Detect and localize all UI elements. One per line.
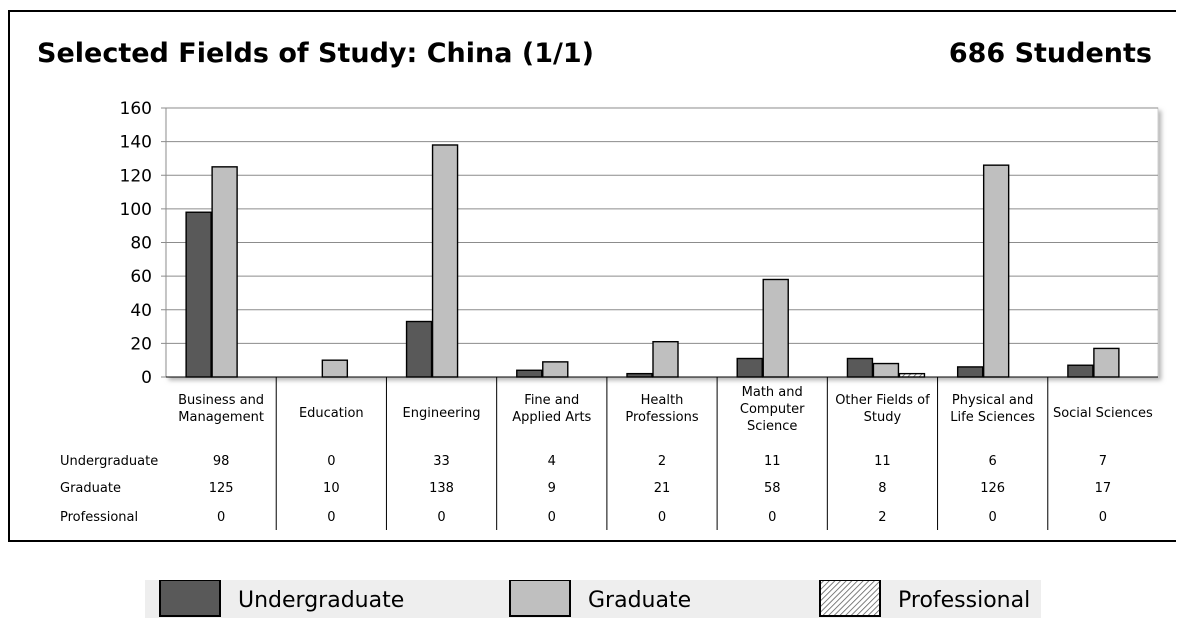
category-label: Fine and xyxy=(524,393,579,408)
legend-label: Undergraduate xyxy=(238,588,404,613)
bar xyxy=(405,320,433,378)
bar xyxy=(652,340,679,378)
table-cell: 21 xyxy=(654,481,671,496)
category-label: Study xyxy=(864,410,902,425)
y-tick-label: 60 xyxy=(130,267,152,287)
category-label: Science xyxy=(747,419,797,434)
table-cell: 11 xyxy=(874,454,891,469)
legend-label: Graduate xyxy=(588,588,691,613)
category-label: Applied Arts xyxy=(512,410,591,425)
table-cell: 0 xyxy=(989,510,997,525)
table-cell: 10 xyxy=(323,481,340,496)
table-cell: 58 xyxy=(764,481,781,496)
table-cell: 6 xyxy=(989,454,997,469)
category-label: Professions xyxy=(625,410,699,425)
student-count: 686 Students xyxy=(948,38,1152,69)
y-tick-label: 20 xyxy=(130,334,152,354)
table-cell: 98 xyxy=(213,454,230,469)
bar xyxy=(762,278,789,378)
table-cell: 11 xyxy=(764,454,781,469)
bar xyxy=(1067,364,1094,378)
category-label: Education xyxy=(299,406,364,421)
bar xyxy=(898,372,926,378)
table-cell: 0 xyxy=(217,510,225,525)
category-label: Math and xyxy=(742,385,803,400)
bars xyxy=(166,144,1158,378)
bar xyxy=(736,357,763,378)
chart-frame xyxy=(8,10,1176,542)
category-label: Engineering xyxy=(403,406,481,421)
y-tick-label: 140 xyxy=(120,133,152,153)
table-cell: 0 xyxy=(327,510,335,525)
category-label: Other Fields of xyxy=(835,393,930,408)
table-cell: 0 xyxy=(548,510,556,525)
bar xyxy=(846,357,874,378)
table-cell: 0 xyxy=(437,510,445,525)
legend-swatch xyxy=(159,580,221,617)
bar xyxy=(321,359,349,378)
table-cell: 138 xyxy=(429,481,454,496)
y-tick-label: 160 xyxy=(120,99,152,119)
table-cell: 7 xyxy=(1099,454,1107,469)
y-axis: 0 20 40 60 80 100 120 140 160 xyxy=(120,99,167,388)
table-cell: 0 xyxy=(327,454,335,469)
table-cell: 4 xyxy=(548,454,556,469)
table-cell: 125 xyxy=(209,481,234,496)
bar xyxy=(211,166,238,378)
legend-swatch xyxy=(509,580,571,617)
table-cell: 2 xyxy=(878,510,886,525)
bar xyxy=(431,144,459,378)
legend-label: Professional xyxy=(898,588,1030,613)
category-label: Management xyxy=(178,410,264,425)
y-tick-label: 80 xyxy=(130,234,152,254)
table-cell: 8 xyxy=(878,481,886,496)
table-cell: 17 xyxy=(1095,481,1112,496)
y-tick-label: 0 xyxy=(141,368,152,388)
table-row-label: Professional xyxy=(60,510,138,525)
y-tick-label: 40 xyxy=(130,301,152,321)
category-label: Computer xyxy=(740,402,805,417)
category-labels: Business and Management Education Engineeri… xyxy=(178,385,1153,434)
table-cell: 33 xyxy=(433,454,450,469)
table-row-label: Undergraduate xyxy=(60,454,158,469)
table-cell: 9 xyxy=(548,481,556,496)
bar xyxy=(185,211,212,378)
y-tick-label: 120 xyxy=(120,166,152,186)
legend: Undergraduate Graduate Professional xyxy=(145,580,1041,618)
bar xyxy=(1093,347,1120,378)
category-label: Health xyxy=(641,393,684,408)
table-cell: 126 xyxy=(980,481,1005,496)
bar xyxy=(982,164,1010,378)
bar xyxy=(956,366,984,378)
table-row-label: Graduate xyxy=(60,481,121,496)
bar xyxy=(872,362,900,378)
category-label: Social Sciences xyxy=(1053,406,1153,421)
table-cell: 2 xyxy=(658,454,666,469)
y-tick-label: 100 xyxy=(120,200,152,220)
table-cell: 0 xyxy=(768,510,776,525)
category-label: Business and xyxy=(178,393,264,408)
bar xyxy=(542,361,569,378)
chart-title: Selected Fields of Study: China (1/1) xyxy=(37,38,594,69)
table-cell: 0 xyxy=(1099,510,1107,525)
bar xyxy=(516,369,543,378)
category-label: Physical and xyxy=(952,393,1033,408)
category-label: Life Sciences xyxy=(950,410,1035,425)
bar xyxy=(626,372,653,378)
table-cell: 0 xyxy=(658,510,666,525)
legend-swatch xyxy=(819,580,881,617)
